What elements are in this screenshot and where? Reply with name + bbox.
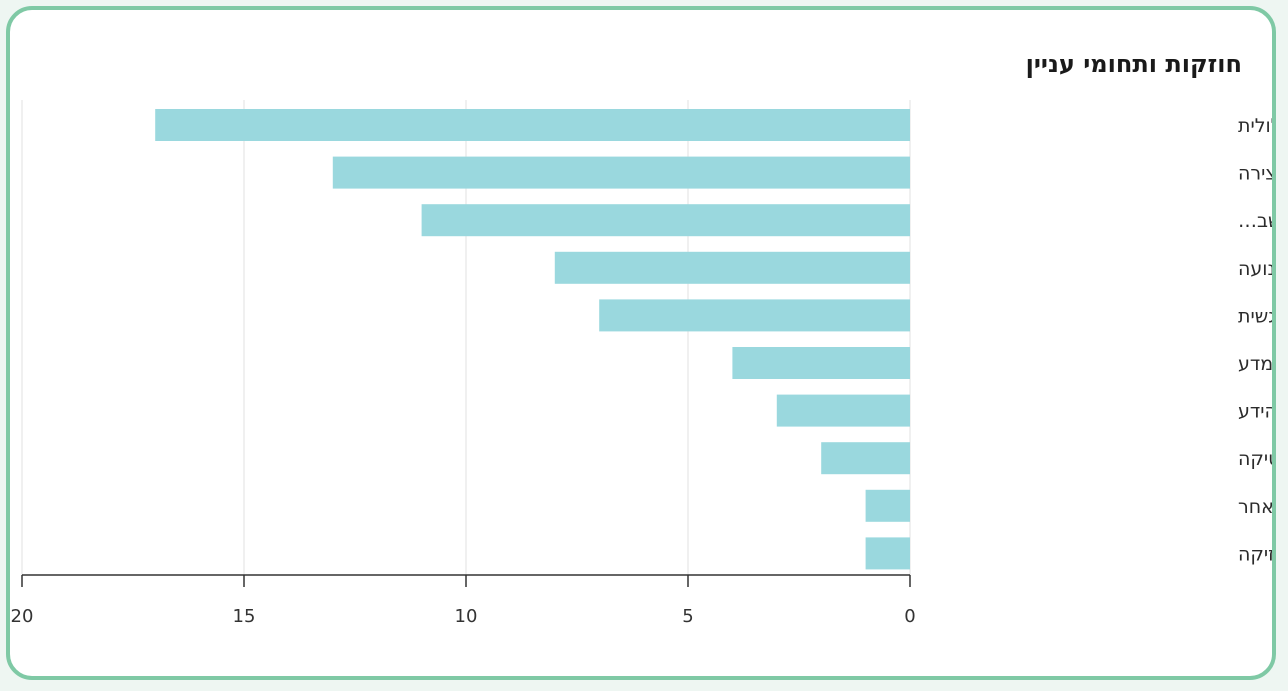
category-label: אחר: [1238, 496, 1272, 518]
category-label: יכולת הבעה מילולית: [1238, 115, 1272, 137]
x-tick-label: 0: [904, 606, 915, 627]
bar-chart: 0 5 10 15 20 יכולת הבעה מילולית יצירה מיומנויו…: [11, 100, 1272, 627]
category-label: ספורט, ריקוד ותנועה: [1238, 258, 1272, 280]
category-label: יכולת הבעה רגשית: [1238, 305, 1272, 327]
x-tick-label: 10: [455, 606, 478, 627]
category-label: חקר ומדע: [1238, 353, 1272, 375]
bar: [865, 537, 910, 570]
bar: [599, 299, 910, 332]
category-label: מיומנויות בין אישיות (הקשב…: [1238, 210, 1272, 232]
bar: [821, 442, 910, 475]
bar: [776, 394, 910, 427]
category-label: אוצר הידע: [1238, 401, 1272, 423]
x-axis: 0 5 10 15 20: [11, 574, 916, 627]
bars: [155, 109, 910, 570]
bar: [865, 489, 910, 522]
category-labels: יכולת הבעה מילולית יצירה מיומנויות בין איש…: [1238, 115, 1272, 565]
x-tick-label: 5: [682, 606, 693, 627]
chart-title: חוזקות ותחומי עניין: [1025, 50, 1242, 78]
category-label: מוזיקה: [1238, 543, 1272, 565]
chart-card: חוזקות ותחומי עניין 0 5 10 15 20 יכולת הבעה …: [6, 6, 1276, 680]
bar: [421, 204, 910, 237]
bar: [554, 251, 910, 284]
bar: [332, 156, 910, 189]
x-tick-label: 20: [11, 606, 34, 627]
x-tick-label: 15: [233, 606, 256, 627]
category-label: מתמטיקה: [1238, 448, 1272, 470]
category-label: יצירה: [1238, 163, 1272, 185]
bar: [732, 347, 910, 379]
bar: [155, 109, 910, 141]
